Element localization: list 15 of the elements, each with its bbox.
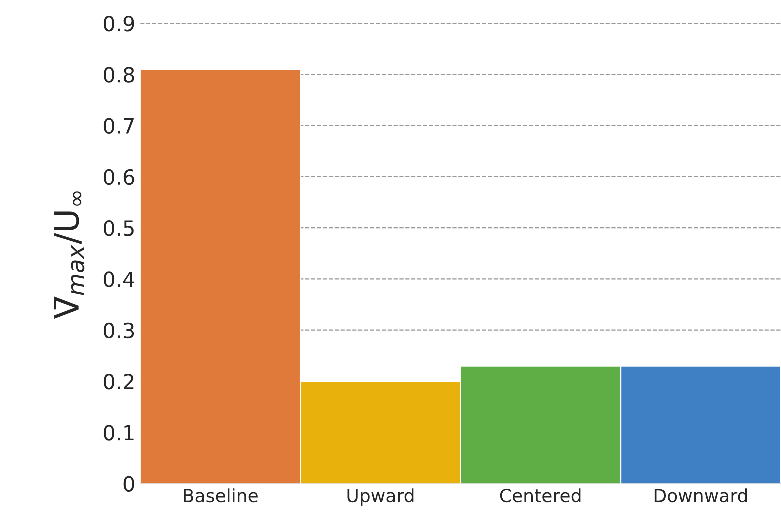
y-tick-label: 0.1 <box>104 425 134 441</box>
y-tick-label: 0.9 <box>104 16 134 32</box>
x-tick-label: Upward <box>348 488 414 506</box>
y-tick-label: 0.8 <box>104 67 134 83</box>
y-tick-label: 0.4 <box>104 272 135 288</box>
x-tick-label: Centered <box>500 488 581 503</box>
y-tick-label: 0 <box>124 476 134 492</box>
y-tick-label: 0.2 <box>104 374 134 390</box>
x-tick-label: Baseline <box>184 488 258 503</box>
y-tick-label: 0.3 <box>104 322 134 339</box>
y-tick-label: 0.7 <box>104 118 134 134</box>
y-tick-label: 0.6 <box>104 169 134 186</box>
x-tick-label: Downward <box>654 488 748 503</box>
y-axis-title: V̄$_{max}$/U$_{∞}$ <box>54 192 85 320</box>
y-tick-label: 0.5 <box>104 220 134 236</box>
